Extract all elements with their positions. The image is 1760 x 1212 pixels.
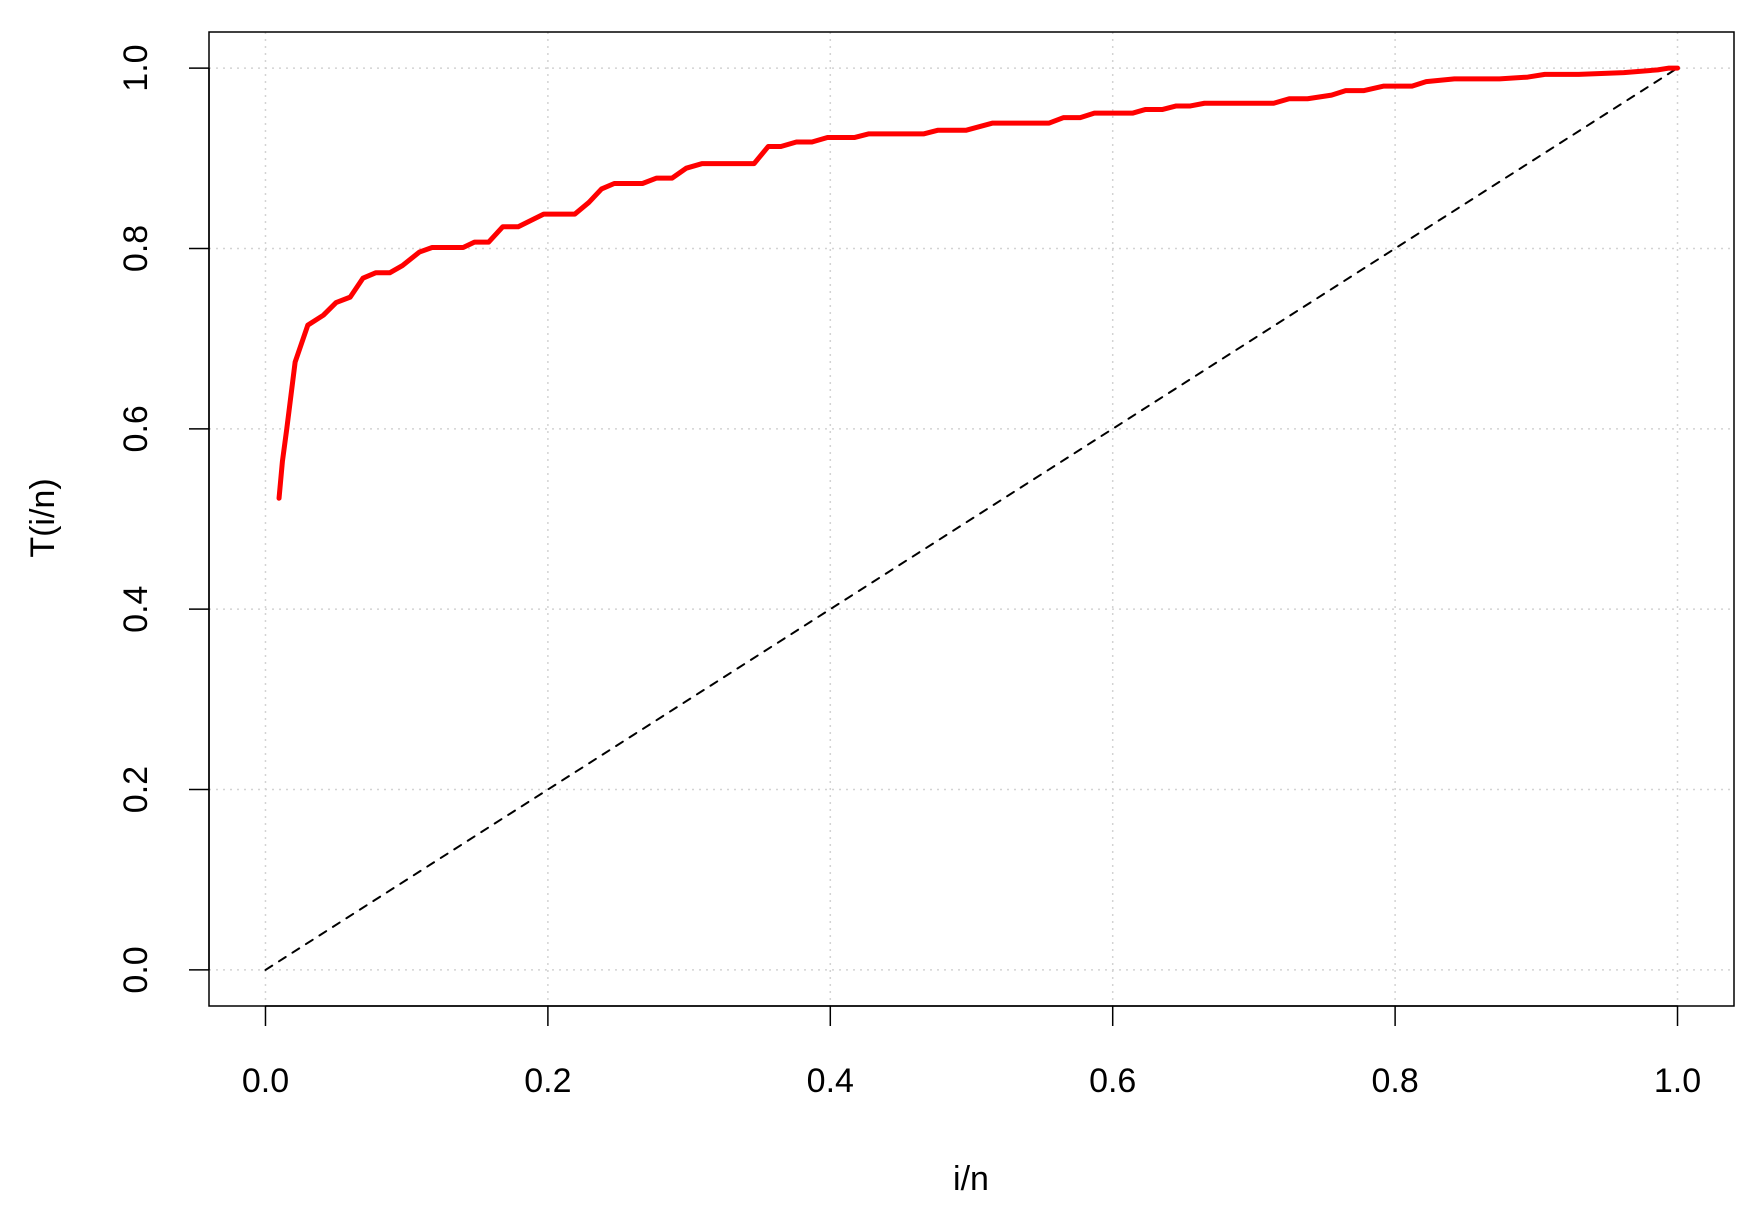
x-tick-label: 0.6	[1089, 1062, 1136, 1100]
y-axis-title: T(i/n)	[24, 478, 62, 557]
x-tick-label: 1.0	[1654, 1062, 1701, 1100]
y-tick-label: 0.8	[117, 225, 155, 272]
x-tick-label: 0.0	[242, 1062, 289, 1100]
y-tick-label: 0.0	[117, 946, 155, 993]
y-tick-label: 0.2	[117, 766, 155, 813]
x-tick-label: 0.8	[1371, 1062, 1418, 1100]
y-tick-label: 0.4	[117, 586, 155, 633]
x-axis-title: i/n	[953, 1160, 989, 1198]
x-tick-label: 0.4	[807, 1062, 854, 1100]
y-tick-label: 0.6	[117, 405, 155, 452]
plot-frame	[208, 31, 1735, 1007]
x-tick-label: 0.2	[524, 1062, 571, 1100]
line-series	[264, 67, 1679, 971]
line-series	[276, 65, 1681, 501]
y-tick-label: 1.0	[117, 44, 155, 91]
